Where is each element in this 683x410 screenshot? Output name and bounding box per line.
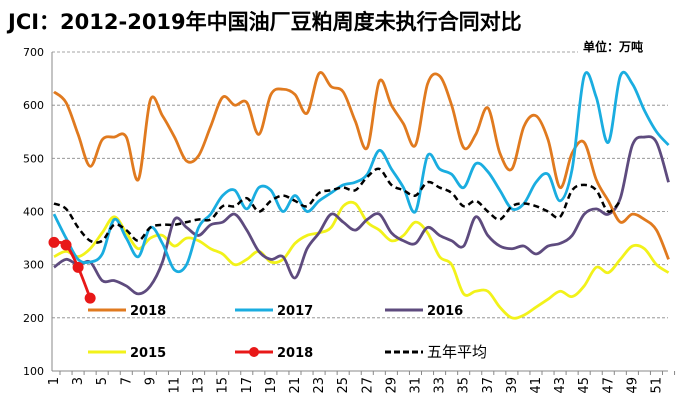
x-tick-label: 1 [47,377,62,385]
x-tick-label: 17 [240,377,255,394]
x-tick-label: 41 [529,377,544,394]
series-line-0 [53,71,670,260]
chart-title: JCI：2012-2019年中国油厂豆粕周度未执行合同对比 [8,10,522,34]
data-point [72,261,84,273]
series-line-2 [53,135,670,296]
x-tick-label: 11 [168,377,183,394]
series-line-1 [52,70,670,274]
x-tick-label: 39 [505,377,520,394]
x-tick-label: 33 [433,377,448,394]
x-tick-label: 31 [409,377,424,394]
x-tick-label: 37 [481,377,496,394]
y-tick-label: 400 [23,206,44,219]
y-tick-label: 100 [23,365,44,378]
data-point [84,292,96,304]
x-tick-label: 7 [119,377,134,385]
y-tick-label: 300 [23,259,44,272]
x-tick-label: 9 [143,377,158,385]
x-tick-label: 45 [577,377,592,394]
x-tick-label: 5 [95,377,110,385]
legend-label: 2018 [277,346,313,361]
legend-label: 2016 [427,304,463,319]
legend-label: 2015 [130,346,166,361]
data-point [48,236,60,248]
x-tick-label: 19 [264,377,279,394]
legend-label: 五年平均 [427,343,487,361]
y-tick-label: 500 [23,152,44,165]
series-line-5 [53,167,622,244]
x-tick-label: 23 [312,377,327,394]
legend-label: 2017 [277,304,313,319]
series-line-3 [53,200,670,320]
x-tick-label: 35 [457,377,472,394]
x-tick-label: 47 [601,377,616,394]
x-tick-label: 43 [553,377,568,394]
x-tick-label: 3 [71,377,86,385]
x-tick-label: 15 [216,377,231,394]
x-tick-label: 29 [384,377,399,394]
data-point [60,239,72,251]
y-tick-label: 700 [23,46,44,59]
x-tick-label: 13 [192,377,207,394]
legend-label: 2018 [130,304,166,319]
x-tick-label: 51 [650,377,665,394]
legend-marker [249,347,259,357]
unit-label: 单位：万吨 [583,40,644,54]
x-tick-label: 27 [360,377,375,394]
y-tick-label: 600 [23,99,44,112]
y-tick-label: 200 [23,312,44,325]
x-tick-label: 21 [288,377,303,394]
x-tick-label: 25 [336,377,351,394]
x-tick-label: 49 [625,377,640,394]
